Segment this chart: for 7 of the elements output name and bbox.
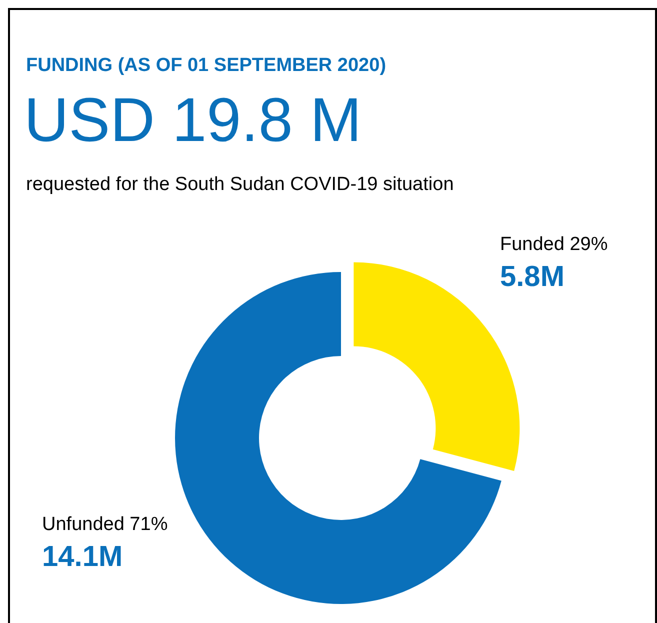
slice-label: Unfunded 71% — [42, 514, 168, 535]
chart-subtitle: USD 19.8 M — [24, 86, 362, 156]
slice-label: Funded 29% — [500, 234, 608, 255]
chart-title: FUNDING (AS OF 01 SEPTEMBER 2020) — [26, 55, 386, 77]
data-label: 14.1M — [42, 541, 123, 573]
data-label: 5.8M — [500, 261, 564, 293]
text: requested for the South Sudan COVID-19 situation — [26, 174, 454, 196]
